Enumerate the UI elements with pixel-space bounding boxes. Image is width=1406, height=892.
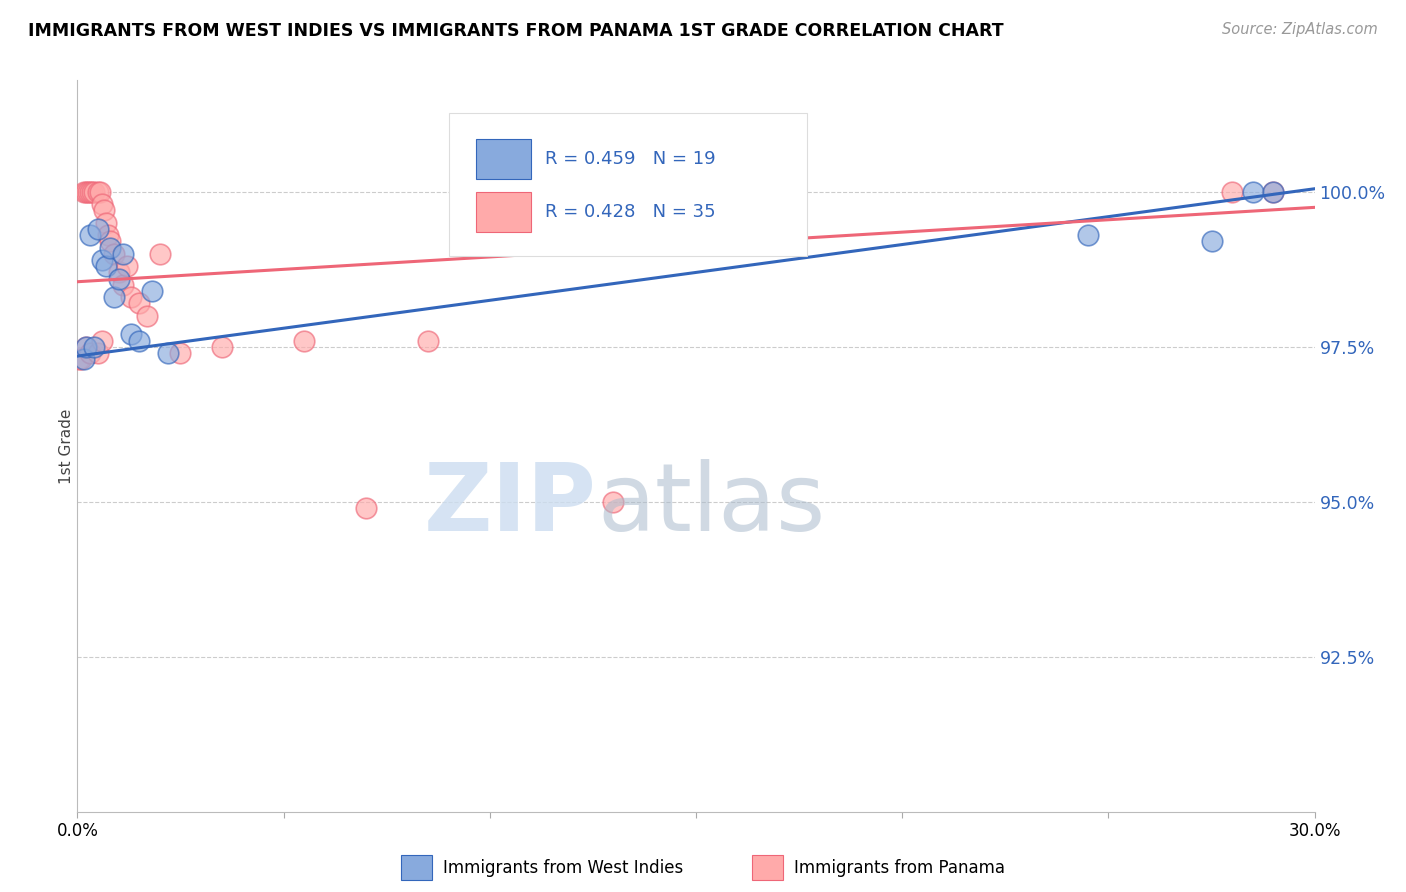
Point	[72, 352, 94, 367]
Point	[111, 247, 134, 261]
Point	[79, 228, 101, 243]
Point	[93, 203, 115, 218]
Point	[1263, 185, 1285, 199]
Point	[128, 334, 150, 348]
Point	[169, 346, 191, 360]
Point	[157, 346, 180, 360]
FancyBboxPatch shape	[475, 192, 531, 233]
Y-axis label: 1st Grade: 1st Grade	[59, 409, 73, 483]
Point	[107, 271, 129, 285]
Point	[96, 216, 118, 230]
Point	[83, 340, 105, 354]
Point	[416, 334, 439, 348]
Point	[120, 290, 142, 304]
FancyBboxPatch shape	[449, 113, 807, 256]
Point	[602, 495, 624, 509]
Point	[87, 185, 110, 199]
Point	[103, 247, 125, 261]
Point	[128, 296, 150, 310]
Text: IMMIGRANTS FROM WEST INDIES VS IMMIGRANTS FROM PANAMA 1ST GRADE CORRELATION CHAR: IMMIGRANTS FROM WEST INDIES VS IMMIGRANT…	[28, 22, 1004, 40]
Point	[70, 352, 93, 367]
Point	[149, 247, 172, 261]
Point	[96, 259, 118, 273]
Point	[1263, 185, 1285, 199]
Point	[79, 346, 101, 360]
Point	[136, 309, 159, 323]
Point	[76, 185, 98, 199]
Point	[111, 277, 134, 292]
Point	[91, 253, 114, 268]
Point	[1201, 235, 1223, 249]
Point	[120, 327, 142, 342]
Point	[75, 185, 97, 199]
Point	[115, 259, 138, 273]
Point	[87, 346, 110, 360]
Point	[91, 197, 114, 211]
Point	[1220, 185, 1243, 199]
Text: Immigrants from West Indies: Immigrants from West Indies	[443, 859, 683, 877]
Point	[83, 185, 105, 199]
Point	[98, 235, 121, 249]
Point	[1241, 185, 1264, 199]
Point	[98, 241, 121, 255]
Text: R = 0.428   N = 35: R = 0.428 N = 35	[546, 203, 716, 221]
Point	[80, 185, 103, 199]
Point	[141, 284, 163, 298]
Point	[97, 228, 120, 243]
Point	[103, 290, 125, 304]
Point	[67, 352, 90, 367]
FancyBboxPatch shape	[475, 139, 531, 179]
Point	[292, 334, 315, 348]
Point	[87, 222, 110, 236]
Text: R = 0.459   N = 19: R = 0.459 N = 19	[546, 150, 716, 168]
Point	[107, 265, 129, 279]
Point	[79, 185, 101, 199]
Point	[89, 185, 111, 199]
Point	[75, 340, 97, 354]
Point	[75, 340, 97, 354]
Point	[1077, 228, 1099, 243]
Text: ZIP: ZIP	[425, 458, 598, 550]
Point	[354, 500, 377, 515]
Point	[211, 340, 233, 354]
Point	[72, 185, 94, 199]
Text: Source: ZipAtlas.com: Source: ZipAtlas.com	[1222, 22, 1378, 37]
Text: Immigrants from Panama: Immigrants from Panama	[794, 859, 1005, 877]
Point	[91, 334, 114, 348]
Text: atlas: atlas	[598, 458, 825, 550]
